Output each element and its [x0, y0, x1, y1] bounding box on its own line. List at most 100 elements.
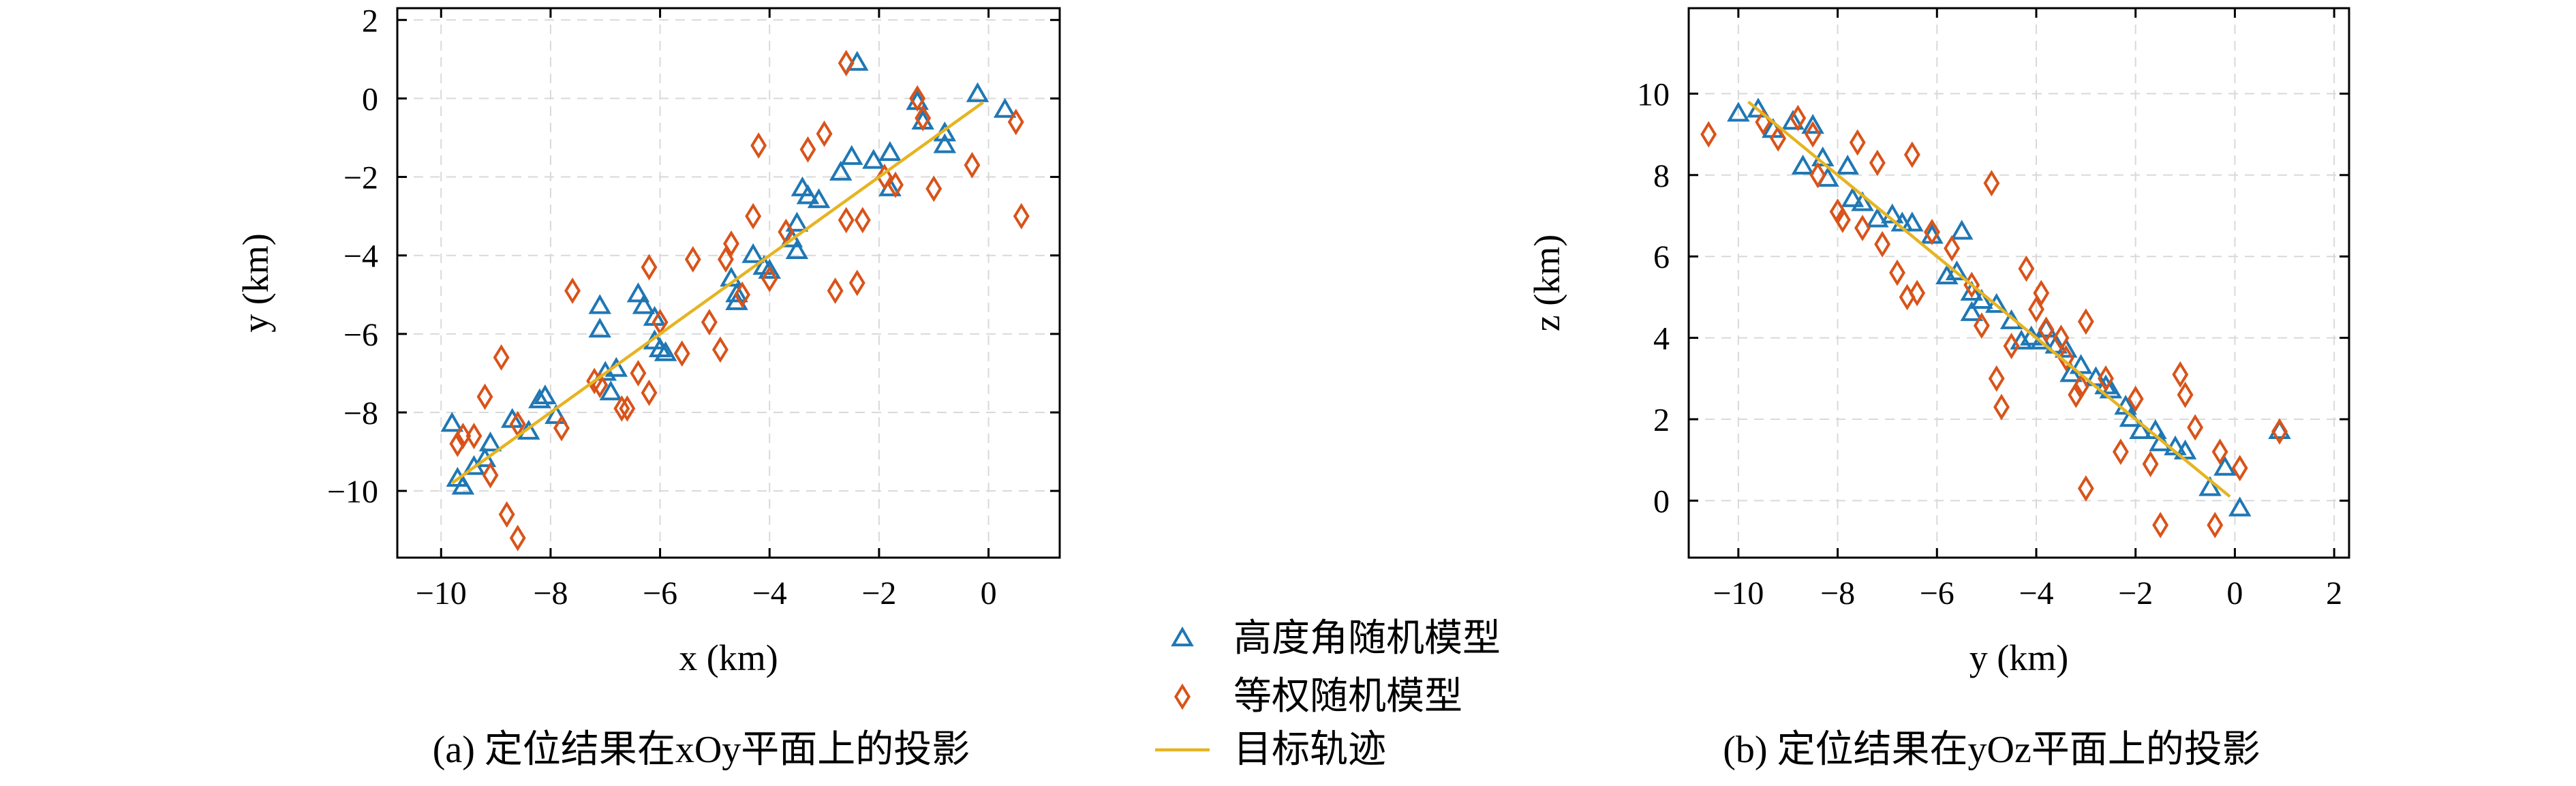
y-axis-label: z (km)	[1527, 235, 1567, 331]
legend-triangle-icon	[1171, 626, 1194, 647]
triangle-point	[725, 290, 748, 310]
diamond-point	[2028, 296, 2044, 323]
diamond-point	[723, 230, 739, 257]
y-tick-label: −8	[343, 395, 378, 432]
diamond-point	[1854, 214, 1871, 241]
diamond-point	[1903, 141, 1920, 168]
series-line	[1747, 100, 2231, 498]
triangle-point	[785, 239, 809, 260]
y-tick-label: 8	[1653, 158, 1670, 194]
diamond-point	[1013, 202, 1030, 230]
diamond-point	[482, 462, 499, 489]
y-tick-label: 2	[362, 3, 378, 39]
diamond-point	[2077, 475, 2094, 502]
y-axis-label: y (km)	[235, 233, 276, 332]
triangle-point	[1866, 207, 1889, 228]
diamond-point	[1924, 218, 1940, 245]
triangle-point	[2144, 419, 2167, 440]
y-tick-label: 0	[362, 81, 378, 117]
diamond-point	[1809, 162, 1826, 189]
diamond-point	[915, 104, 932, 132]
y-tick-label: −10	[327, 474, 378, 510]
diamond-point	[509, 524, 526, 551]
diamond-point	[1889, 259, 1905, 286]
diamond-point	[553, 414, 570, 442]
triangle-point	[1791, 154, 1815, 175]
triangle-point	[1960, 301, 1984, 321]
y-tick-label: −2	[343, 160, 378, 196]
triangle-point	[1851, 191, 1874, 211]
caption-xoy: (a) 定位结果在xOy平面上的投影	[433, 729, 970, 771]
diamond-point	[684, 246, 701, 273]
legend-item-diamond: 等权随机模型	[1174, 674, 1462, 719]
triangle-point	[588, 318, 611, 338]
triangle-point	[993, 97, 1017, 118]
diamond-point	[2127, 385, 2144, 412]
x-axis-label: y (km)	[1969, 637, 2068, 678]
diamond-point	[1993, 393, 2010, 421]
series-triangle	[1727, 97, 2291, 517]
y-tick-label: 6	[1653, 239, 1670, 275]
triangle-point	[840, 145, 863, 165]
diamond-point	[1983, 170, 2000, 197]
x-tick-label: 2	[2326, 575, 2342, 611]
triangle-point	[1970, 288, 1993, 309]
y-tick-label: 2	[1653, 402, 1670, 438]
diamond-point	[734, 281, 751, 308]
diamond-point	[630, 359, 647, 387]
diamond-point	[761, 265, 778, 292]
diamond-point	[1849, 129, 1866, 156]
x-tick-label: 0	[981, 575, 997, 611]
triangle-point	[528, 388, 551, 408]
diamond-point	[2053, 324, 2070, 352]
x-tick-label: −10	[416, 575, 467, 611]
x-tick-label: 0	[2226, 575, 2243, 611]
triangle-point	[2213, 455, 2237, 476]
triangle-point	[862, 149, 885, 169]
triangle-point	[1984, 292, 2008, 313]
diamond-point	[1770, 125, 1787, 152]
triangle-point	[829, 160, 853, 181]
legend-label: 等权随机模型	[1233, 674, 1462, 719]
x-tick-label: −10	[1713, 575, 1764, 611]
triangle-point	[878, 141, 902, 162]
trajectory-line	[1747, 100, 2231, 498]
diamond-point	[838, 207, 855, 234]
diamond-point	[641, 254, 658, 281]
diamond-point	[2211, 438, 2228, 466]
y-tick-label: −6	[343, 317, 378, 353]
diamond-point	[964, 151, 981, 179]
diamond-point	[848, 269, 865, 297]
diamond-point	[1973, 312, 1990, 339]
x-tick-label: −8	[533, 575, 568, 611]
diamond-point	[2271, 418, 2288, 445]
triangle-point	[1781, 110, 1805, 130]
diamond-point	[712, 336, 729, 363]
diamond-point	[498, 501, 515, 528]
diamond-point	[854, 207, 871, 234]
y-tick-label: 0	[1653, 483, 1670, 519]
diamond-point	[718, 246, 734, 273]
triangle-point	[1901, 211, 1924, 232]
diamond-point	[2177, 381, 2194, 408]
triangle-point	[807, 188, 831, 209]
diamond-point	[750, 132, 767, 159]
diamond-point	[876, 164, 893, 190]
triangle-point	[796, 184, 820, 205]
diamond-point	[2003, 333, 2020, 359]
diamond-point	[799, 136, 816, 163]
diamond-point	[1944, 235, 1961, 262]
triangle-point	[588, 294, 611, 314]
triangle-point	[1999, 309, 2023, 329]
x-tick-label: −4	[2019, 575, 2053, 611]
diamond-point	[745, 202, 762, 230]
diamond-point	[2068, 381, 2085, 408]
triangle-point	[1727, 102, 1750, 122]
diamond-point	[1988, 365, 2005, 392]
triangle-point	[599, 380, 623, 401]
triangle-point	[1950, 220, 1974, 240]
triangle-point	[1747, 97, 1770, 118]
diamond-point	[455, 423, 472, 449]
diamond-point	[2077, 308, 2094, 335]
